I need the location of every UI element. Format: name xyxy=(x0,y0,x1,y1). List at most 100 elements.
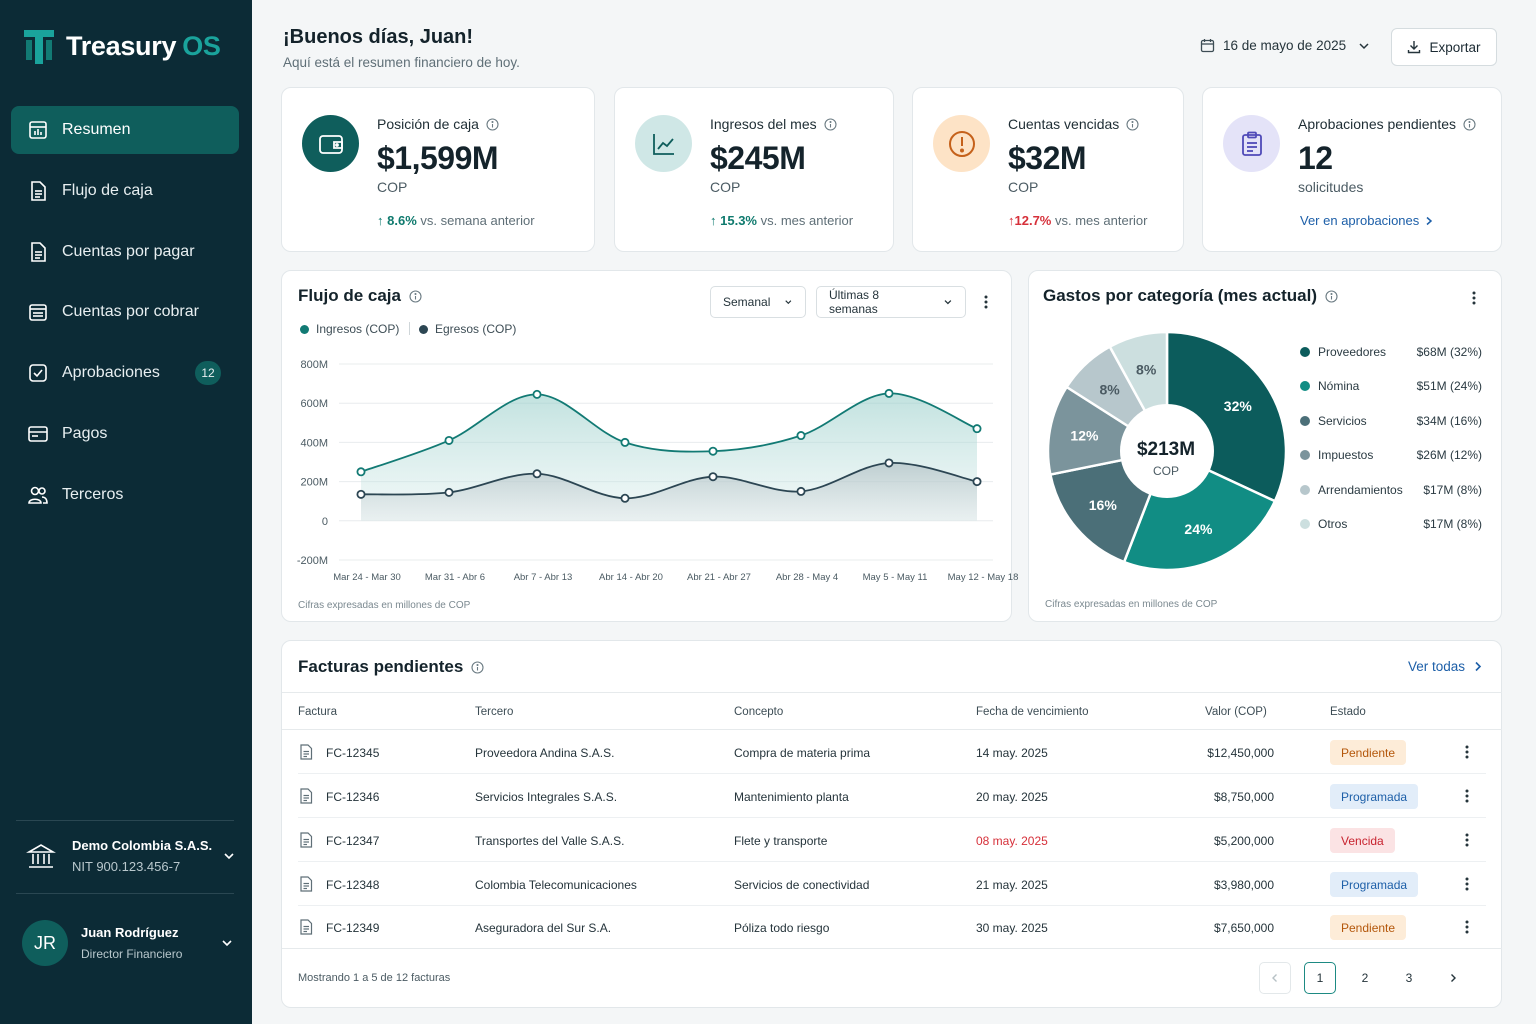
app-name: Treasury OS xyxy=(66,30,221,61)
table-divider xyxy=(282,729,1502,730)
kpi-delta: ↑12.7% vs. mes anterior xyxy=(1008,213,1148,228)
invoice-id[interactable]: FC-12345 xyxy=(326,746,380,760)
status-badge: Programada xyxy=(1330,872,1419,897)
calendar-icon xyxy=(1200,39,1215,53)
invoice-id[interactable]: FC-12347 xyxy=(326,834,380,848)
pie-legend-item: Nómina $51M (24%) xyxy=(1300,378,1482,394)
table-row[interactable]: FC-12347 Transportes del Valle S.A.S. Flet… xyxy=(282,819,1502,863)
column-header-fecha[interactable]: Fecha de vencimiento xyxy=(976,706,1089,718)
view-all-link[interactable]: Ver todas xyxy=(1408,659,1483,674)
pie-legend-item: Servicios $34M (16%) xyxy=(1300,413,1482,429)
column-header-valor[interactable]: Valor (COP) xyxy=(1205,706,1267,718)
kpi-delta: ↑ 8.6% vs. semana anterior xyxy=(377,213,535,228)
kpi-card-monthly-income[interactable]: Ingresos del mes $245M COP ↑ 15.3% vs. m… xyxy=(614,87,894,252)
company-switcher[interactable]: Demo Colombia S.A.S. NIT 900.123.456-7 xyxy=(26,838,236,874)
sidebar-item-aprobaciones[interactable]: Aprobaciones 12 xyxy=(11,349,239,397)
sidebar-item-flujo-de-caja[interactable]: Flujo de caja xyxy=(11,167,239,215)
legend-swatch xyxy=(1300,519,1310,529)
invoice-concept: Servicios de conectividad xyxy=(734,878,870,892)
sidebar-item-resumen[interactable]: Resumen xyxy=(11,106,239,154)
legend-swatch xyxy=(1300,347,1310,357)
period-select[interactable]: Semanal xyxy=(710,286,806,318)
sidebar: Treasury OS Resumen Flujo de caja Cuentas… xyxy=(0,0,252,1024)
info-icon[interactable] xyxy=(824,117,837,131)
invoice-due-date: 21 may. 2025 xyxy=(976,878,1048,892)
export-button[interactable]: Exportar xyxy=(1391,28,1497,66)
table-row[interactable]: FC-12345 Proveedora Andina S.A.S. Compra d… xyxy=(282,731,1502,775)
kpi-unit: COP xyxy=(377,179,408,195)
row-more-options-icon[interactable] xyxy=(1459,744,1475,760)
invoice-concept: Flete y transporte xyxy=(734,834,828,848)
app-logo[interactable]: Treasury OS xyxy=(22,26,221,66)
row-divider xyxy=(298,861,1486,862)
sidebar-item-cuentas-por-pagar[interactable]: Cuentas por pagar xyxy=(11,228,239,276)
kpi-card-cash-position[interactable]: Posición de caja $1,599M COP ↑ 8.6% vs. … xyxy=(281,87,595,252)
range-select[interactable]: Últimas 8 semanas xyxy=(816,286,966,318)
chevron-down-icon xyxy=(785,300,792,305)
sidebar-item-pagos[interactable]: Pagos xyxy=(11,410,239,458)
file-icon xyxy=(300,744,313,760)
chevron-down-icon xyxy=(944,300,952,305)
invoice-id[interactable]: FC-12346 xyxy=(326,790,380,804)
sidebar-item-label: Cuentas por pagar xyxy=(62,242,195,260)
info-icon[interactable] xyxy=(1325,289,1338,303)
sidebar-item-cuentas-por-cobrar[interactable]: Cuentas por cobrar xyxy=(11,288,239,336)
file-icon xyxy=(300,832,313,848)
kpi-card-pending-approvals[interactable]: Aprobaciones pendientes 12 solicitudes V… xyxy=(1202,87,1502,252)
invoice-due-date: 08 may. 2025 xyxy=(976,834,1048,848)
info-icon[interactable] xyxy=(1126,117,1139,131)
pagination-prev-button[interactable] xyxy=(1259,962,1291,994)
user-menu[interactable]: JR Juan Rodríguez Director Financiero xyxy=(22,920,234,966)
row-more-options-icon[interactable] xyxy=(1459,919,1475,935)
legend-swatch xyxy=(1300,415,1310,426)
sidebar-divider xyxy=(16,820,234,821)
sidebar-item-label: Aprobaciones xyxy=(62,364,160,382)
date-selector[interactable]: 16 de mayo de 2025 xyxy=(1200,38,1370,53)
pagination-page-3[interactable]: 3 xyxy=(1405,971,1413,985)
chevron-down-icon xyxy=(1359,42,1369,49)
invoice-amount: $12,450,000 xyxy=(1207,746,1274,760)
sidebar-item-label: Pagos xyxy=(62,424,108,442)
pagination-page-1[interactable]: 1 xyxy=(1304,962,1336,994)
info-icon[interactable] xyxy=(1463,117,1476,131)
chevron-right-icon xyxy=(1426,216,1433,225)
column-header-factura[interactable]: Factura xyxy=(298,706,337,718)
legend-value: $26M (12%) xyxy=(1416,448,1482,463)
invoice-id[interactable]: FC-12348 xyxy=(326,878,380,892)
sidebar-item-terceros[interactable]: Terceros xyxy=(11,471,239,519)
more-options-icon[interactable] xyxy=(978,294,994,310)
pagination-summary: Mostrando 1 a 5 de 12 facturas xyxy=(298,972,451,984)
pie-legend-item: Arrendamientos $17M (8%) xyxy=(1300,482,1482,498)
invoice-id[interactable]: FC-12349 xyxy=(326,921,380,935)
sidebar-item-label: Resumen xyxy=(62,121,131,138)
invoice-amount: $5,200,000 xyxy=(1213,834,1274,848)
pagination-page-2[interactable]: 2 xyxy=(1361,971,1369,985)
chevron-left-icon xyxy=(1272,974,1277,982)
legend-value: $68M (32%) xyxy=(1416,345,1482,359)
invoice-amount: $3,980,000 xyxy=(1213,878,1274,892)
row-more-options-icon[interactable] xyxy=(1459,876,1475,892)
column-header-estado[interactable]: Estado xyxy=(1330,706,1366,718)
kpi-card-overdue-accounts[interactable]: Cuentas vencidas $32M COP ↑12.7% vs. mes… xyxy=(912,87,1184,252)
chevron-right-icon xyxy=(1451,974,1456,982)
column-header-concepto[interactable]: Concepto xyxy=(734,706,784,718)
pagination-next-button[interactable] xyxy=(1437,962,1469,994)
table-row[interactable]: FC-12349 Aseguradora del Sur S.A. Póliza t… xyxy=(282,906,1502,950)
row-more-options-icon[interactable] xyxy=(1459,832,1475,848)
view-approvals-link[interactable]: Ver en aprobaciones xyxy=(1300,213,1434,228)
info-icon[interactable] xyxy=(471,660,484,674)
row-more-options-icon[interactable] xyxy=(1459,788,1475,804)
table-row[interactable]: FC-12346 Servicios Integrales S.A.S. Mante… xyxy=(282,775,1502,819)
legend-item-egresos: Egresos (COP) xyxy=(419,322,516,336)
info-icon[interactable] xyxy=(409,289,422,303)
expenses-panel xyxy=(1028,270,1502,622)
invoice-due-date: 30 may. 2025 xyxy=(976,921,1048,935)
table-row[interactable]: FC-12348 Colombia Telecomunicaciones Servi… xyxy=(282,863,1502,907)
sidebar-divider xyxy=(16,893,234,894)
legend-swatch xyxy=(300,324,309,334)
wallet-icon xyxy=(302,115,359,172)
info-icon[interactable] xyxy=(486,117,499,131)
row-divider xyxy=(298,817,1486,818)
more-options-icon[interactable] xyxy=(1466,290,1482,306)
column-header-tercero[interactable]: Tercero xyxy=(475,706,514,718)
